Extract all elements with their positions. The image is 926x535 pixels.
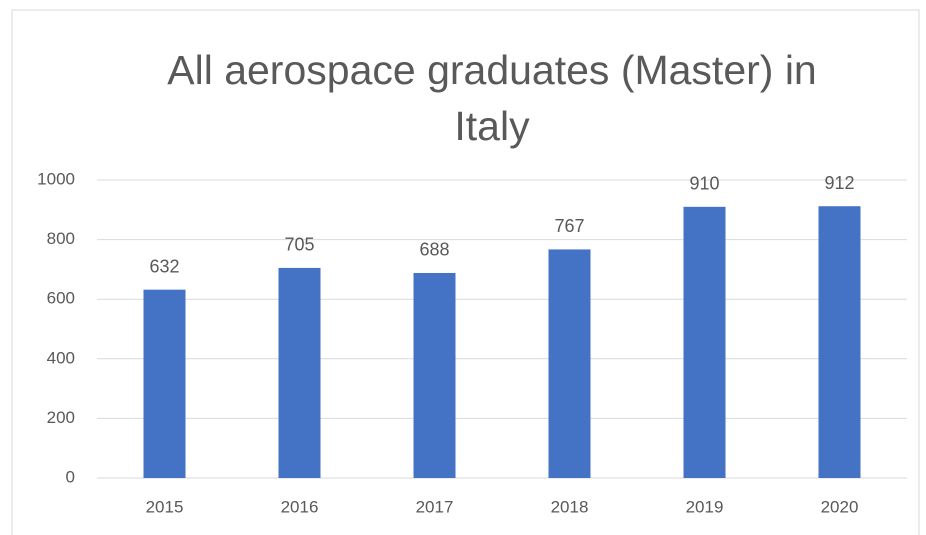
bar [413, 272, 456, 478]
y-tick-label: 400 [47, 348, 75, 367]
y-tick-label: 1000 [37, 169, 75, 188]
y-tick-label: 200 [47, 408, 75, 427]
data-label: 688 [419, 240, 449, 260]
x-tick-label: 2017 [416, 497, 454, 516]
bar [278, 267, 321, 478]
data-label: 632 [149, 256, 179, 276]
x-tick-label: 2020 [821, 497, 859, 516]
data-label: 767 [554, 216, 584, 236]
data-label: 910 [689, 174, 719, 194]
y-tick-label: 0 [66, 467, 75, 486]
chart-title: All aerospace graduates (Master) in Ital… [167, 47, 817, 149]
bar [143, 289, 186, 478]
x-tick-label: 2016 [281, 497, 319, 516]
bar [818, 206, 861, 478]
x-tick-label: 2015 [146, 497, 184, 516]
x-tick-label: 2019 [686, 497, 724, 516]
bar [683, 206, 726, 478]
y-tick-label: 600 [47, 289, 75, 308]
chart-border [11, 9, 920, 535]
y-tick-label: 800 [47, 229, 75, 248]
data-label: 705 [284, 235, 314, 255]
x-tick-label: 2018 [551, 497, 589, 516]
data-label: 912 [824, 173, 854, 193]
bar [548, 249, 591, 478]
